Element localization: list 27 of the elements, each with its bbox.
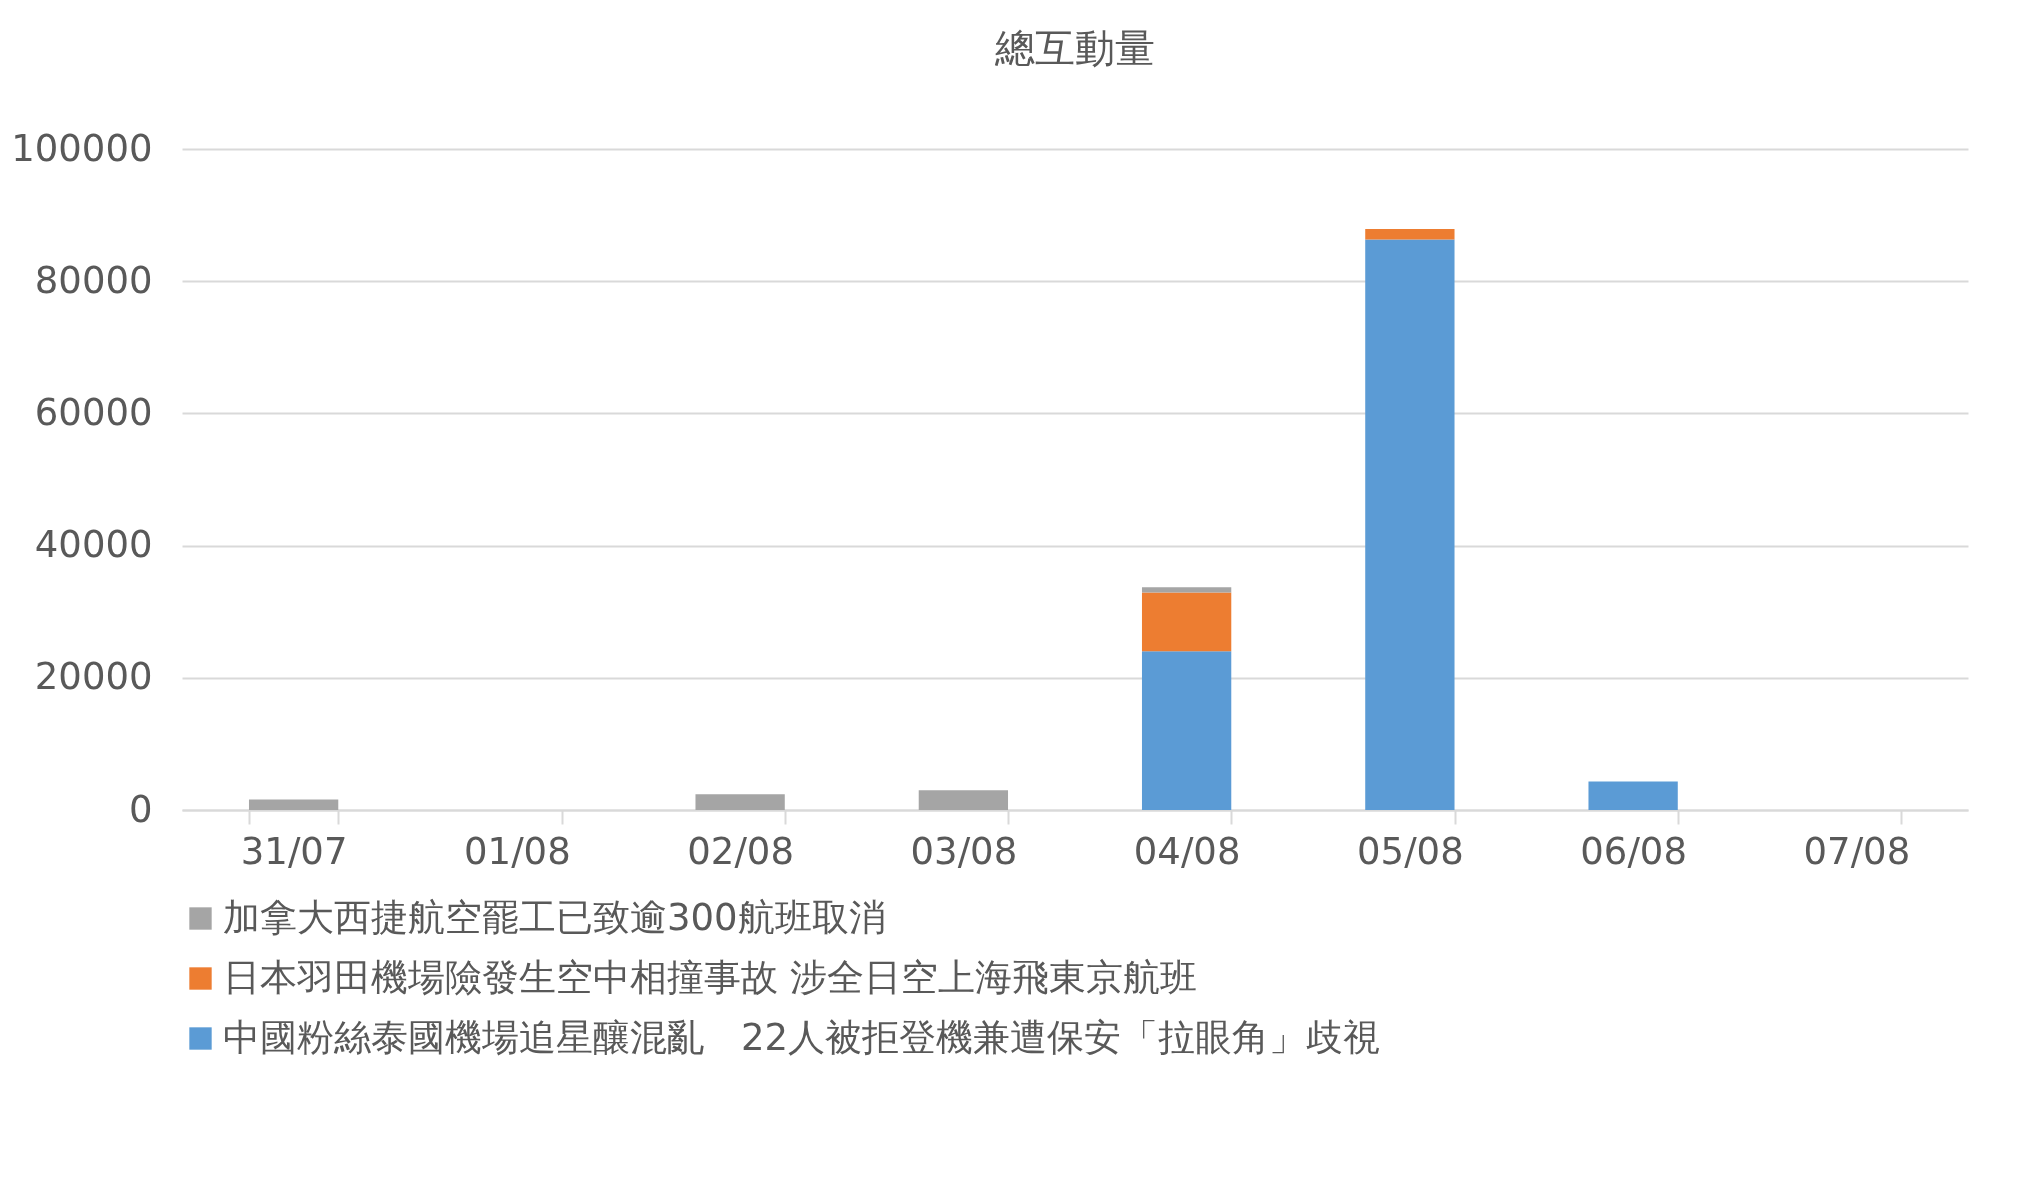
legend-label: 日本羽田機場險發生空中相撞事故 涉全日空上海飛東京航班 — [223, 955, 1197, 999]
bar — [1365, 239, 1455, 810]
x-tick-label: 31/07 — [240, 829, 348, 873]
x-tick-label: 07/08 — [1803, 829, 1911, 873]
bar — [1588, 781, 1678, 810]
bar — [1365, 228, 1455, 240]
y-tick-label: 0 — [128, 787, 153, 831]
x-tick-label: 02/08 — [687, 829, 794, 873]
legend-label: 中國粉絲泰國機場追星釀混亂 22人被拒登機兼遭保安「拉眼角」歧視 — [223, 1015, 1381, 1059]
chart-title: 總互動量 — [994, 25, 1155, 71]
x-tick-label: 03/08 — [910, 829, 1018, 873]
bar — [695, 794, 785, 810]
bar — [1141, 587, 1232, 593]
x-tick-label: 05/08 — [1357, 829, 1464, 873]
bar — [1141, 592, 1232, 652]
x-tick-label: 06/08 — [1580, 829, 1687, 873]
y-tick-label: 40000 — [34, 523, 153, 567]
bar — [918, 790, 1009, 810]
y-tick-label: 20000 — [34, 655, 153, 699]
y-tick-label: 60000 — [34, 390, 153, 434]
y-tick-label: 80000 — [34, 258, 153, 302]
y-tick-label: 100000 — [11, 126, 153, 170]
x-tick-label: 04/08 — [1133, 829, 1241, 873]
legend-label: 加拿大西捷航空罷工已致逾300航班取消 — [223, 895, 886, 939]
bar — [1141, 651, 1232, 810]
x-tick-label: 01/08 — [464, 829, 571, 873]
bar — [248, 799, 339, 810]
